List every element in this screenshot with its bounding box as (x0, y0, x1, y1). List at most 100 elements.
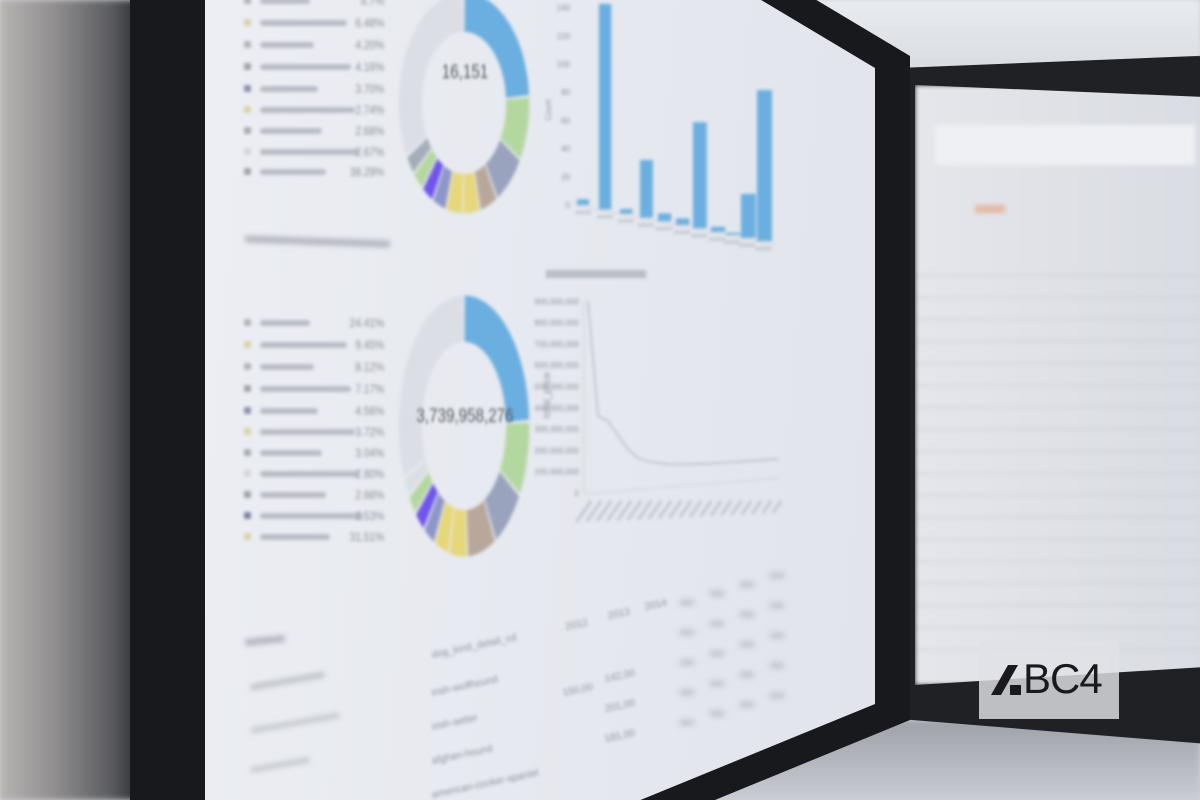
table-year-header: 2012 (564, 617, 589, 633)
table-row-label-placeholder (250, 712, 340, 734)
donut-slice[interactable] (466, 500, 495, 557)
right-screen-row-line (915, 495, 1200, 496)
table-cell-placeholder (740, 672, 754, 677)
table-row: irish-wolfhound (430, 674, 499, 699)
table-cell-placeholder (740, 612, 754, 617)
donut-slice[interactable] (464, 295, 530, 422)
donut-slice[interactable] (416, 483, 438, 529)
legend-label-placeholder (260, 513, 363, 519)
line-chart-ytick: 800,000,000 (535, 319, 580, 328)
legend-percentage: 2.53% (355, 509, 385, 523)
bar[interactable] (599, 3, 612, 210)
legend-marker (244, 41, 251, 48)
table-cell-placeholder (680, 690, 694, 695)
line-chart-xlabel-placeholder (585, 500, 603, 523)
line-chart-xlabel-placeholder (730, 500, 743, 516)
bar[interactable] (711, 226, 726, 232)
legend-marker (244, 148, 251, 155)
background-left-monitor (0, 0, 140, 800)
bar[interactable] (726, 232, 741, 235)
right-screen-row-line (915, 517, 1200, 518)
table-cell: 181,00 (603, 727, 637, 745)
table-column-header: dog_kind_detail_cd (430, 632, 518, 661)
line-chart-ylabel: total_price (542, 371, 553, 418)
donut-slice[interactable] (485, 140, 520, 198)
donut-slice[interactable] (484, 471, 519, 540)
section-header-placeholder (244, 235, 391, 248)
table-cell: 142,00 (603, 667, 637, 685)
bar[interactable] (640, 159, 653, 218)
table-year-header: 2014 (643, 597, 668, 613)
donut-slice[interactable] (435, 501, 454, 553)
line-chart-xlabel-placeholder (626, 500, 643, 521)
legend-marker (244, 106, 251, 113)
bar[interactable] (693, 122, 707, 229)
legend-marker (244, 168, 251, 175)
bar[interactable] (741, 193, 756, 238)
donut-slice[interactable] (464, 0, 530, 98)
table-year-header: 2013 (606, 606, 631, 622)
logo-text: BC4 (1023, 655, 1103, 702)
donut-slice[interactable] (500, 422, 530, 494)
legend-label-placeholder (260, 534, 330, 540)
line-chart-xlabel-placeholder (668, 500, 683, 519)
donut-slice[interactable] (500, 97, 530, 159)
legend-label-placeholder (260, 20, 347, 26)
table-cell-placeholder (710, 651, 724, 656)
legend-marker (244, 19, 251, 26)
donut-slice[interactable] (463, 172, 480, 214)
legend-percentage: 2.74% (355, 103, 385, 117)
donut-slice[interactable] (398, 295, 464, 477)
legend-marker (244, 0, 251, 4)
bar[interactable] (757, 90, 772, 242)
legend-percentage: 31.51% (349, 530, 385, 544)
legend-percentage: 4.20% (355, 38, 385, 52)
donut-slice[interactable] (404, 460, 429, 495)
donut-slice[interactable] (407, 138, 432, 173)
table-row: irish-setter (430, 712, 479, 733)
legend-percentage: 2.80% (355, 467, 385, 481)
legend-marker (244, 491, 251, 498)
bar[interactable] (577, 199, 589, 205)
legend-marker (244, 85, 251, 92)
bar[interactable] (676, 218, 690, 225)
table-cell-placeholder (680, 600, 694, 605)
right-screen-row-line (915, 627, 1200, 628)
legend-percentage: 24.41% (349, 316, 385, 330)
line-chart-xlabel-placeholder (740, 500, 753, 516)
legend-percentage: 7.17% (355, 382, 385, 396)
legend-percentage: 2.68% (355, 124, 385, 138)
donut-bottom-center-value: 3,739,958,276 (416, 406, 514, 427)
donut-slice[interactable] (474, 164, 497, 210)
legend-label-placeholder (260, 0, 310, 4)
bar-chart-ytick: 0 (566, 201, 571, 210)
legend-percentage: 3.04% (355, 446, 385, 460)
donut-slice[interactable] (423, 158, 444, 200)
legend-label-placeholder (260, 342, 347, 348)
bar[interactable] (620, 209, 633, 214)
donut-slice[interactable] (424, 493, 445, 542)
legend-label-placeholder (260, 471, 359, 477)
donut-slice[interactable] (433, 165, 452, 209)
legend-percentage: 4.16% (355, 60, 385, 74)
table-cell-placeholder (770, 693, 784, 698)
table-cell-placeholder (740, 702, 754, 707)
legend-percentage: 3.70% (355, 82, 385, 96)
legend-label-placeholder (260, 42, 314, 48)
donut-slice[interactable] (398, 0, 464, 156)
donut-slice[interactable] (446, 171, 463, 214)
legend-label-placeholder (260, 128, 322, 134)
donut-slice[interactable] (414, 149, 437, 188)
line-series (587, 301, 779, 466)
bar[interactable] (658, 213, 672, 222)
donut-slice[interactable] (449, 508, 467, 557)
table-cell-placeholder (740, 582, 754, 587)
legend-label-placeholder (260, 320, 310, 326)
donut-slice[interactable] (409, 472, 433, 513)
legend-percentage: 4.56% (355, 404, 385, 418)
legend-marker (244, 407, 251, 414)
legend-label-placeholder (260, 450, 322, 456)
line-chart-title-placeholder (546, 270, 646, 278)
line-chart-xlabel-placeholder (595, 499, 613, 523)
line-chart-xlabel-placeholder (750, 500, 763, 515)
